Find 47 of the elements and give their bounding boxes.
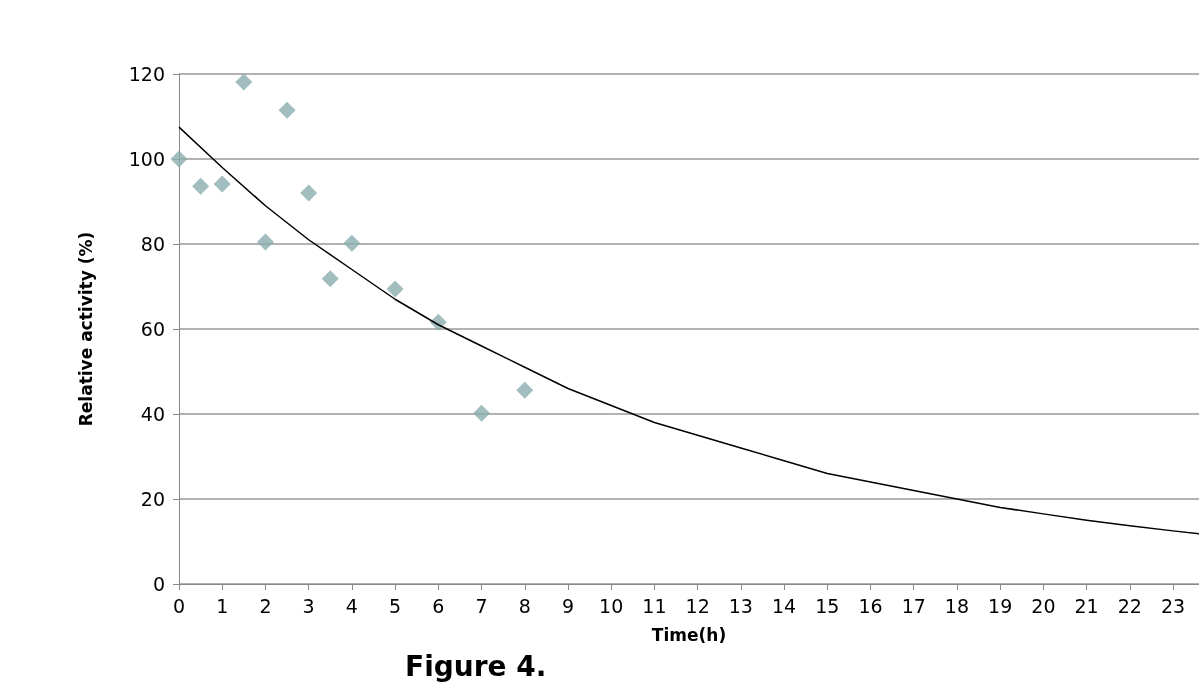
point <box>235 73 253 91</box>
x-tick-label: 15 <box>815 594 840 617</box>
x-tick-label: 2 <box>259 594 272 617</box>
y-tick-label: 100 <box>128 148 165 170</box>
x-tick-label: 3 <box>302 594 315 617</box>
point <box>300 184 318 202</box>
x-tick-label: 13 <box>728 594 753 617</box>
x-tick-label: 6 <box>432 594 445 617</box>
x-tick-label: 20 <box>1031 594 1056 617</box>
x-tick-label: 7 <box>475 594 488 617</box>
y-tick-label: 20 <box>140 488 165 510</box>
x-tick-label: 5 <box>389 594 402 617</box>
y-axis-title: Relative activity (%) <box>75 231 96 427</box>
x-tick-label: 17 <box>901 594 926 617</box>
x-axis-title: Time(h) <box>651 624 727 645</box>
x-tick-label: 9 <box>561 594 575 617</box>
y-tick-label: 0 <box>152 573 165 595</box>
x-tick-label: 18 <box>944 594 970 617</box>
point <box>516 381 534 399</box>
x-tick-label: 8 <box>518 594 531 617</box>
x-tick-label: 1 <box>216 594 229 617</box>
x-tick-label: 10 <box>599 594 624 617</box>
point <box>192 177 210 195</box>
x-tick-label: 16 <box>858 594 883 617</box>
point <box>473 404 491 422</box>
point <box>170 150 188 168</box>
y-tick-label: 60 <box>140 318 165 340</box>
point <box>213 175 231 193</box>
point <box>386 280 404 298</box>
x-tick-label: 23 <box>1160 594 1186 617</box>
point <box>321 270 339 288</box>
x-tick-label: 4 <box>345 594 358 617</box>
x-tick-label: 22 <box>1117 594 1142 617</box>
point <box>278 101 296 119</box>
y-tick-label: 120 <box>128 63 165 85</box>
caption: Figure 4. <box>405 649 547 683</box>
y-tick-label: 80 <box>140 233 165 255</box>
point <box>343 234 361 252</box>
line-series <box>178 126 1199 535</box>
x-tick-label: 0 <box>172 594 186 617</box>
x-tick-label: 12 <box>685 594 710 617</box>
x-tick-label: 14 <box>771 594 797 617</box>
y-tick-label: 40 <box>140 403 165 425</box>
x-tick-label: 19 <box>988 594 1013 617</box>
x-tick-label: 21 <box>1074 594 1099 617</box>
point <box>256 233 274 251</box>
x-tick-label: 11 <box>642 594 667 617</box>
